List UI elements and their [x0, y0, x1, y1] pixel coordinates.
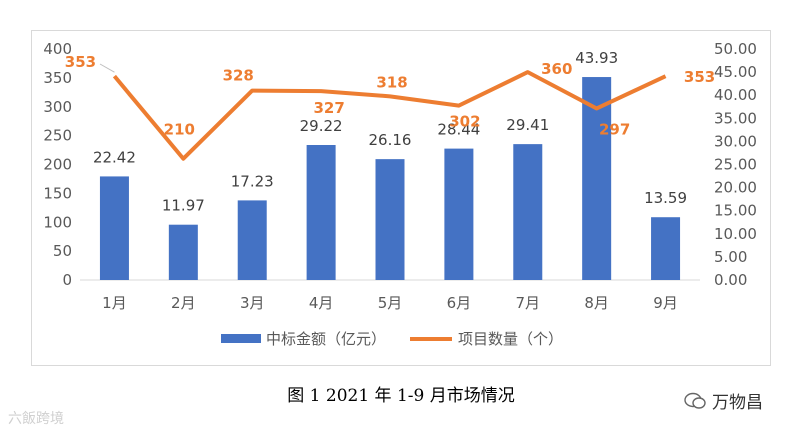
line-data-label: 302 [449, 113, 480, 131]
bar-data-label: 29.22 [300, 117, 343, 135]
left-tick-label: 50 [53, 242, 72, 260]
bar [513, 144, 543, 280]
bar [237, 200, 267, 280]
category-label: 6月 [447, 294, 472, 312]
left-tick-label: 200 [43, 156, 72, 174]
category-labels: 1月 2月 3月 4月 5月 6月 7月 8月 9月 [102, 294, 678, 312]
line-data-labels: 353 210 328 327 318 302 360 297 353 [65, 53, 715, 139]
left-axis-ticks: 0 50 100 150 200 250 300 350 400 [43, 40, 72, 289]
category-label: 9月 [653, 294, 678, 312]
legend: 中标金额（亿元） 项目数量（个） [221, 330, 563, 348]
legend-label-bar: 中标金额（亿元） [266, 330, 386, 348]
left-tick-label: 100 [43, 213, 72, 231]
category-label: 7月 [516, 294, 541, 312]
right-tick-label: 10.00 [714, 225, 757, 243]
bar-data-label: 13.59 [644, 189, 687, 207]
bar-data-label: 28.44 [437, 121, 480, 139]
left-tick-label: 0 [62, 271, 72, 289]
line-data-label: 353 [65, 53, 96, 71]
category-label: 8月 [584, 294, 609, 312]
category-label: 2月 [171, 294, 196, 312]
right-tick-label: 30.00 [714, 132, 757, 150]
category-label: 1月 [102, 294, 127, 312]
bar-data-label: 22.42 [93, 148, 136, 166]
watermark-left: 六飯跨境 [8, 411, 64, 427]
bar-data-label: 26.16 [369, 131, 412, 149]
line-data-label: 210 [164, 121, 195, 139]
bar [651, 217, 681, 280]
leader-line [99, 63, 115, 73]
right-tick-label: 20.00 [714, 179, 757, 197]
bar [582, 77, 612, 281]
chart-frame [31, 30, 771, 366]
watermark-right: 万物昌 [684, 388, 763, 413]
right-tick-label: 25.00 [714, 156, 757, 174]
bar-data-label: 17.23 [231, 172, 274, 190]
bar-data-label: 11.97 [162, 197, 205, 215]
bar [306, 145, 336, 280]
line-data-label: 327 [313, 99, 344, 117]
category-label: 3月 [240, 294, 265, 312]
line-data-label: 360 [541, 60, 572, 78]
left-tick-label: 150 [43, 184, 72, 202]
legend-label-line: 项目数量（个） [458, 330, 563, 348]
bar [99, 176, 129, 280]
right-tick-label: 50.00 [714, 40, 757, 58]
right-tick-label: 40.00 [714, 86, 757, 104]
wechat-icon [684, 392, 706, 409]
bar-data-label: 43.93 [575, 49, 618, 67]
left-tick-label: 300 [43, 98, 72, 116]
bar-data-label: 29.41 [506, 116, 549, 134]
line-data-label: 297 [599, 120, 630, 138]
bar [168, 224, 198, 280]
bar [444, 148, 474, 280]
bar-series [99, 77, 681, 281]
line-series-project-count [112, 70, 667, 161]
left-tick-label: 400 [43, 40, 72, 58]
watermark-right-text: 万物昌 [712, 393, 763, 413]
left-tick-label: 350 [43, 69, 72, 87]
bar-data-labels: 22.42 11.97 17.23 29.22 26.16 28.44 29.41 43.93… [93, 49, 687, 215]
right-axis-ticks: 0.00 5.00 10.00 15.00 20.00 25.00 30.00 35.00 40… [714, 40, 757, 289]
line-data-label: 318 [376, 73, 407, 91]
legend-swatch-bar [221, 334, 261, 343]
category-label: 5月 [378, 294, 403, 312]
right-tick-label: 15.00 [714, 202, 757, 220]
category-label: 4月 [309, 294, 334, 312]
figure-caption: 图 1 2021 年 1-9 月市场情况 [287, 386, 515, 406]
right-tick-label: 5.00 [714, 248, 747, 266]
left-tick-label: 250 [43, 127, 72, 145]
right-tick-label: 35.00 [714, 109, 757, 127]
line-data-label: 353 [684, 68, 715, 86]
right-tick-label: 0.00 [714, 271, 747, 289]
bar [375, 159, 405, 280]
right-tick-label: 45.00 [714, 63, 757, 81]
line-data-label: 328 [223, 67, 254, 85]
